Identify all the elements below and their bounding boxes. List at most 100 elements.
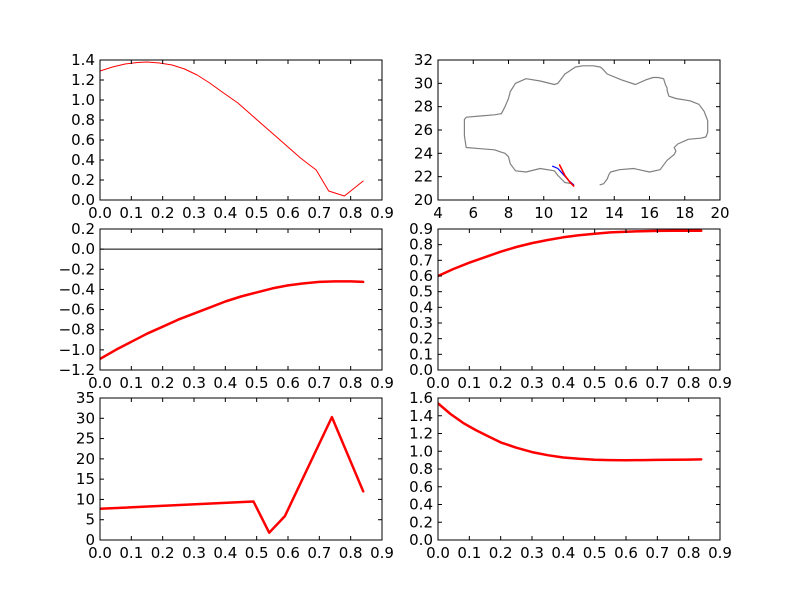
axes-frame [437,397,721,541]
x-tick-label: 0.0 [88,374,112,392]
y-tick-label: 15 [76,470,95,488]
subplot-6: 0.0 0.1 0.2 0.3 0.4 0.5 0.6 0.7 0.8 0.90.00.20.40… [409,389,732,562]
y-tick-label: 1.2 [71,71,95,89]
x-tick-label: 0.1 [457,374,481,392]
x-tick-label: 0.0 [88,204,112,222]
x-tick-label: 0.8 [339,204,363,222]
series-group [100,248,382,361]
y-tick-label: −0.8 [59,321,95,339]
y-tick-label: 0.8 [409,460,433,478]
y-tick-label: 30 [76,409,95,427]
subplot-3: 0.0 0.1 0.2 0.3 0.4 0.5 0.6 0.7 0.8 0.9 −1.2 −1.0 −0… [59,220,394,392]
series-line-3 [558,164,575,187]
axes-frame [99,59,383,201]
subplot-2: 4 6 8 10 12 14 16 18 20 20 22 24 26 28 30 32 [414,51,730,222]
plot-area [100,60,382,200]
y-tick-label: 1.2 [409,425,433,443]
x-tick-label: 0.6 [276,374,300,392]
x-tick-label: 0.7 [645,544,669,562]
y-tick-label: 22 [414,168,433,186]
plot-area [438,60,720,200]
x-tick-label: 0.5 [583,374,607,392]
y-tick-label: 0.8 [409,236,433,254]
x-tick-label: 0.3 [520,374,544,392]
x-tick-label: 0.5 [245,204,269,222]
x-tick-label: 0.9 [370,204,394,222]
y-tick-label: 24 [414,144,433,162]
x-tick-label: 0.7 [307,544,331,562]
axes-frame [437,228,721,371]
y-tick-label: 0.4 [71,151,95,169]
x-tick-label: 0.0 [426,374,450,392]
subplot-1: 0.0 0.1 0.2 0.3 0.4 0.5 0.6 0.7 0.8 0.9 0.0 0.2 0.4 0… [71,51,394,222]
y-tick-label: 35 [76,389,95,407]
x-tick-label: 0.1 [119,544,143,562]
x-tick-label: 0.9 [708,374,732,392]
x-tick-label: 0.4 [551,544,575,562]
x-tick-label: 10 [534,204,553,222]
y-tick-label: −1.2 [59,361,95,379]
y-tick-label: 20 [414,191,433,209]
x-tick-label: 0.6 [276,544,300,562]
series-group [438,402,703,462]
x-tick-label: 0.4 [213,544,237,562]
series-line-1 [438,402,703,462]
axes-frame [99,228,383,371]
y-tick-label: 1.4 [409,407,433,425]
y-tick-label: 0.5 [409,283,433,301]
y-tick-label: 20 [76,450,95,468]
x-tick-label: 0.2 [151,544,175,562]
x-tick-label: 0.4 [551,374,575,392]
series-line-1 [100,61,364,197]
y-tick-label: 0.7 [409,251,433,269]
x-tick-label: 4 [433,204,443,222]
x-tick-label: 0.5 [245,374,269,392]
y-tick-label: 0.3 [409,314,433,332]
y-tick-label: 0.6 [409,267,433,285]
x-tick-label: 0.9 [370,374,394,392]
x-tick-label: 0.7 [645,374,669,392]
y-tick-label: 25 [76,430,95,448]
subplot-4: 0.0 0.1 0.2 0.3 0.4 0.5 0.6 0.7 0.8 0.90.00.10.20… [409,220,732,392]
x-tick-label: 0.7 [307,204,331,222]
y-tick-label: 0 [85,531,95,549]
y-tick-label: 0.0 [409,531,433,549]
x-tick-label: 0.6 [614,544,638,562]
axes-frame [437,59,721,201]
y-tick-label: 30 [414,74,433,92]
x-tick-label: 0.1 [119,374,143,392]
x-tick-label: 0.6 [614,374,638,392]
x-tick-label: 0.0 [88,544,112,562]
x-tick-label: 0.8 [339,374,363,392]
y-tick-label: 0.6 [71,131,95,149]
x-tick-label: 0.7 [307,374,331,392]
y-tick-label: 0.4 [409,298,433,316]
x-tick-label: 0.9 [370,544,394,562]
x-tick-label: 12 [569,204,588,222]
x-tick-label: 0.3 [520,544,544,562]
y-tick-label: 32 [414,51,433,69]
x-tick-label: 20 [710,204,729,222]
x-tick-label: 16 [640,204,659,222]
x-tick-label: 18 [675,204,694,222]
x-tick-label: 0.5 [245,544,269,562]
y-tick-label: 1.0 [409,442,433,460]
plot-area [438,229,720,370]
x-tick-label: 8 [504,204,514,222]
x-tick-label: 0.8 [677,374,701,392]
x-tick-label: 0.8 [339,544,363,562]
y-tick-label: −1.0 [59,341,95,359]
y-tick-label: 0.0 [409,361,433,379]
x-tick-label: 0.4 [213,204,237,222]
series-line-2 [100,280,365,361]
y-tick-label: 0.0 [71,240,95,258]
y-tick-label: 1.6 [409,389,433,407]
x-tick-label: 0.2 [151,204,175,222]
y-tick-label: −0.2 [59,260,95,278]
series-line-1 [463,65,709,186]
y-tick-label: 0.2 [409,513,433,531]
x-tick-label: 0.2 [489,544,513,562]
y-tick-label: 26 [414,121,433,139]
x-tick-label: 0.1 [119,204,143,222]
